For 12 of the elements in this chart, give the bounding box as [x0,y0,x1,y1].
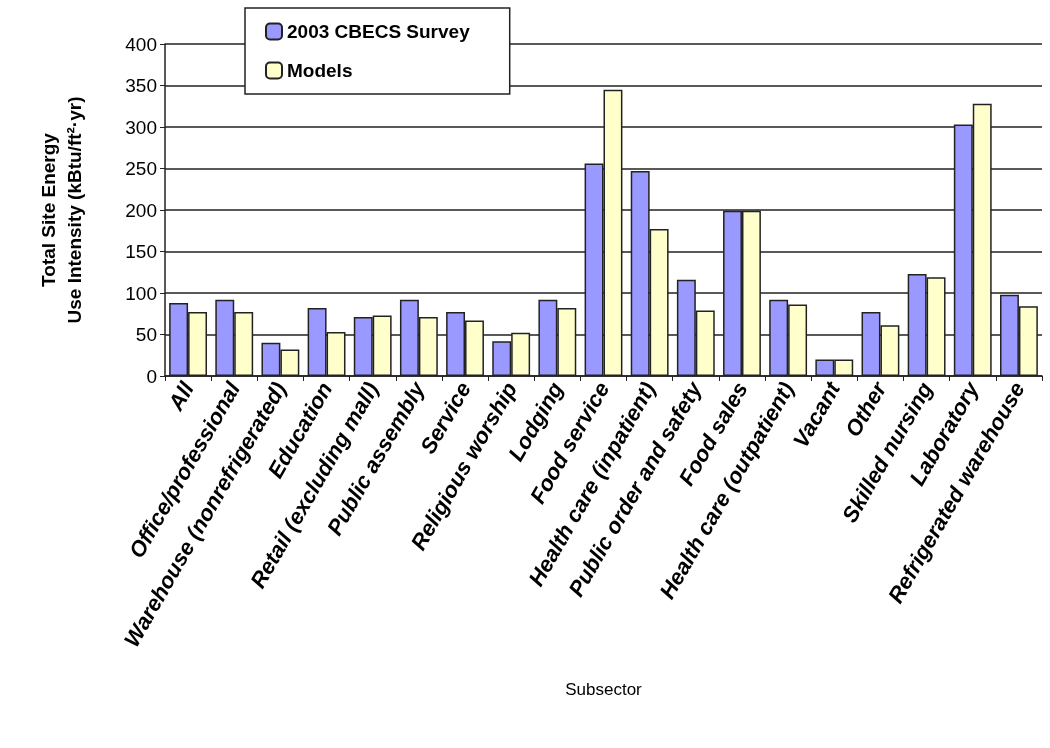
y-tick-label: 400 [125,33,157,55]
y-tick-label: 250 [125,158,157,179]
y-tick-label: 200 [125,199,157,221]
y-tick-label: 50 [135,324,157,345]
y-tick-label: 300 [125,116,157,138]
y-axis-title: Total Site Energy Use Intensity (kBtu/ft²·yr) [37,96,85,324]
x-axis-title: Subsector [565,680,643,699]
legend-label: 2003 CBECS Survey [287,21,471,42]
y-tick-label: 150 [125,241,157,262]
y-tick-label: 100 [125,282,157,304]
legend-label: Models [287,60,353,81]
y-tick-label: 350 [125,75,157,96]
